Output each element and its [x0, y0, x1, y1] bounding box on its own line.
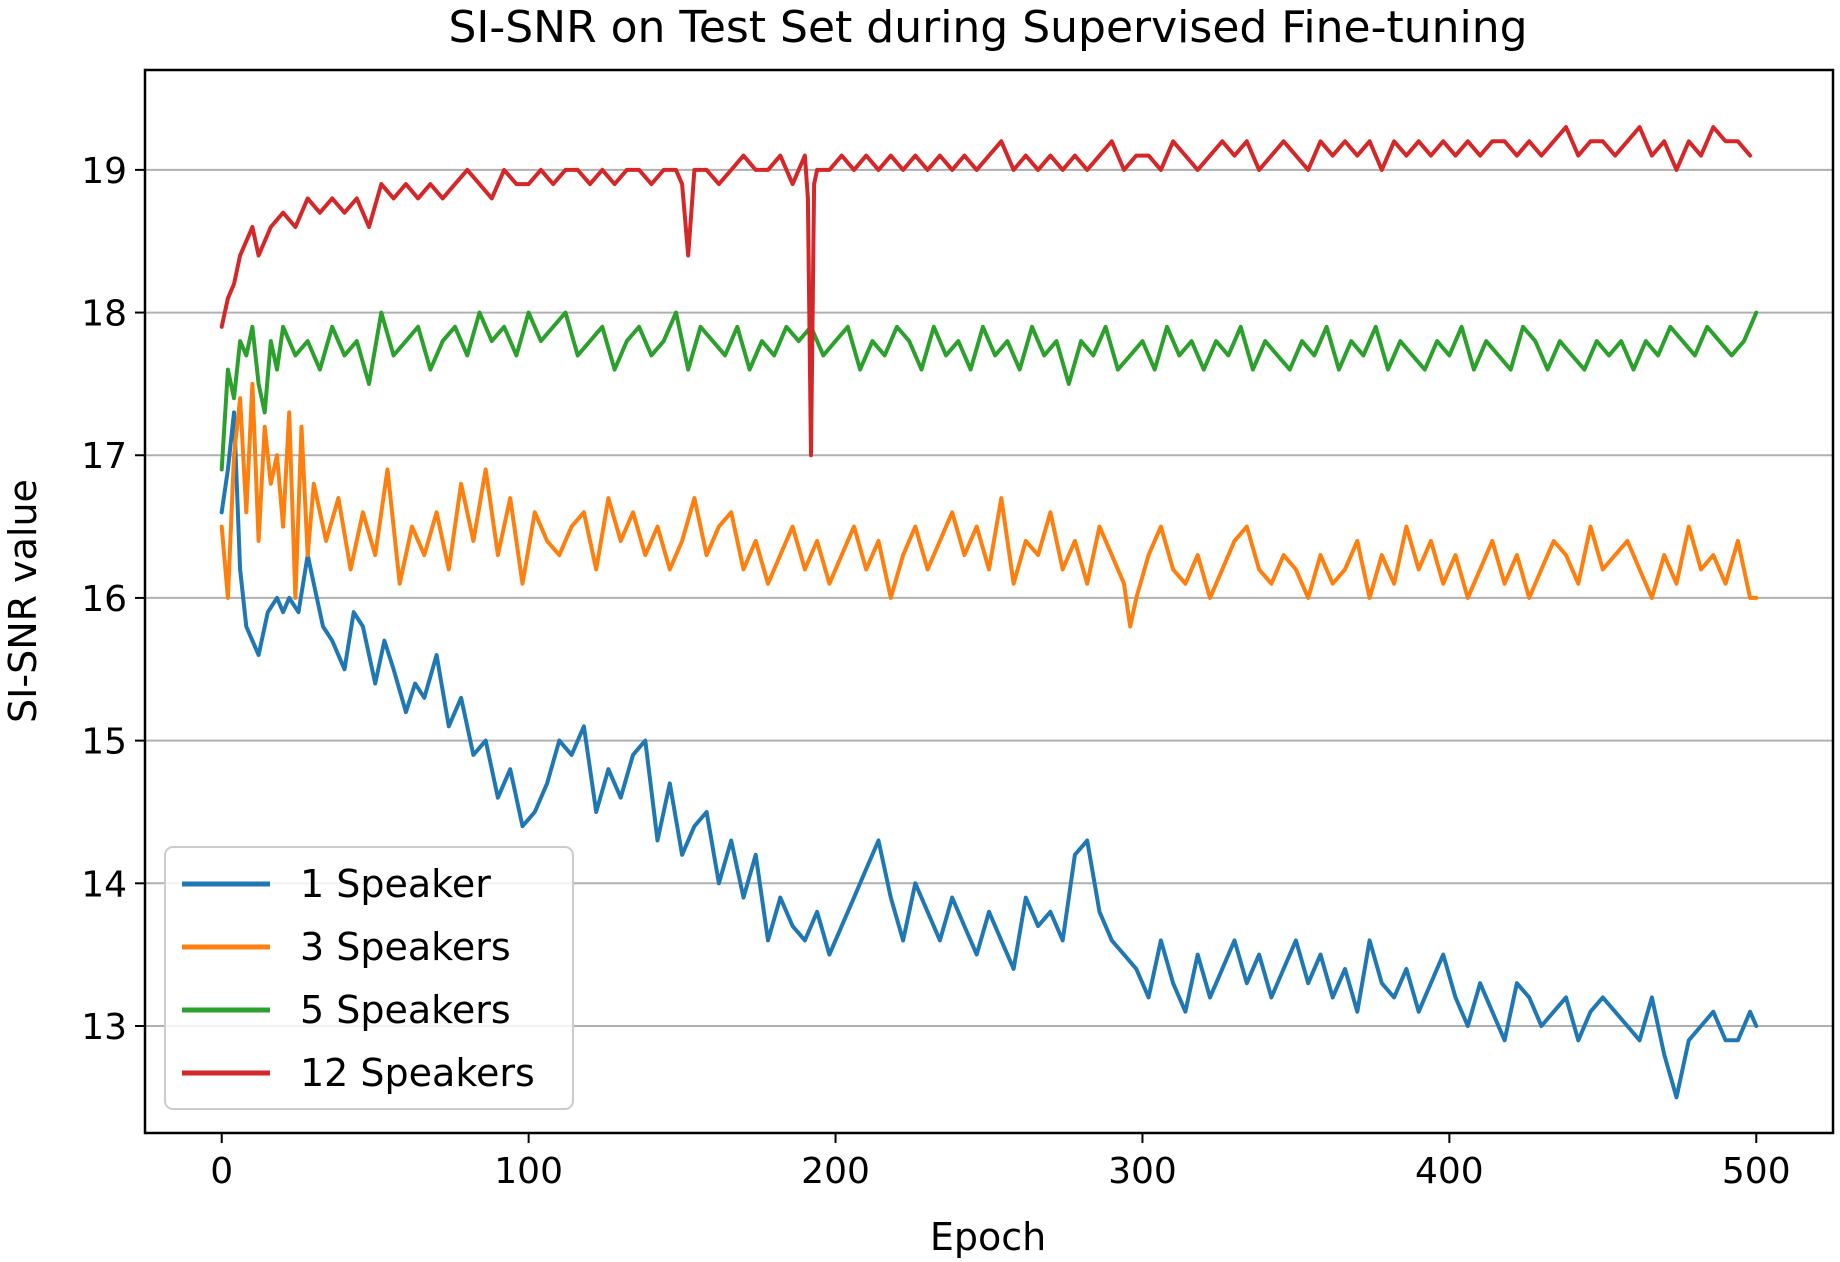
x-tick-label: 400: [1415, 1151, 1484, 1192]
legend-label: 1 Speaker: [300, 862, 491, 906]
y-tick-label: 15: [81, 722, 127, 763]
y-tick-label: 16: [81, 579, 127, 620]
plot-frame: [143, 68, 1835, 1135]
x-tick-label: 500: [1722, 1151, 1791, 1192]
chart-title: SI-SNR on Test Set during Supervised Fin…: [448, 2, 1527, 53]
series-lines: [219, 125, 1759, 1100]
y-axis-ticks: 13 14 15 16 17 18 19: [81, 151, 145, 1048]
x-tick-label: 100: [494, 1151, 563, 1192]
series-line-1-speaker: [219, 410, 1759, 1100]
series-line-3-speakers: [219, 381, 1759, 629]
y-tick-label: 18: [81, 294, 127, 335]
series-line-5-speakers: [219, 310, 1759, 472]
legend: 1 Speaker 3 Speakers 5 Speakers 12 Speakers: [164, 846, 574, 1110]
legend-label: 12 Speakers: [300, 1051, 535, 1095]
x-tick-label: 0: [210, 1151, 233, 1192]
x-axis-ticks: 0 100 200 300 400 500: [210, 1133, 1791, 1192]
y-tick-label: 14: [81, 864, 127, 905]
y-tick-label: 19: [81, 151, 127, 192]
series-line-12-speakers: [219, 125, 1753, 458]
legend-box: [164, 846, 574, 1110]
x-axis-label: Epoch: [930, 1215, 1046, 1259]
x-tick-label: 300: [1108, 1151, 1177, 1192]
y-axis-label: SI-SNR value: [1, 479, 45, 723]
legend-label: 5 Speakers: [300, 988, 511, 1032]
legend-label: 3 Speakers: [300, 925, 511, 969]
x-tick-label: 200: [801, 1151, 870, 1192]
y-tick-label: 17: [81, 436, 127, 477]
y-tick-label: 13: [81, 1007, 127, 1048]
